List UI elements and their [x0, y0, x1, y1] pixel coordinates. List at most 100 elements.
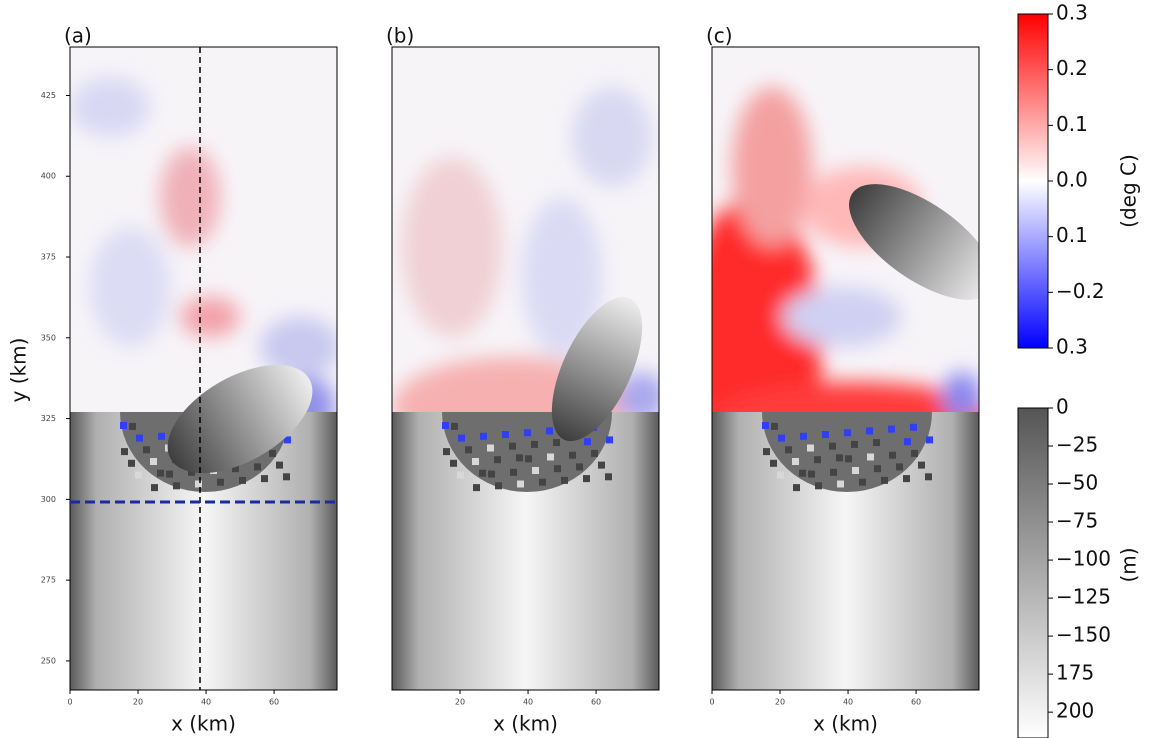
melt-cell: [151, 484, 158, 492]
melt-cell: [793, 484, 800, 492]
melt-cell: [829, 442, 836, 450]
melt-cell: [859, 478, 866, 486]
melt-cell: [852, 467, 859, 474]
y-tick-label: 275: [41, 576, 56, 585]
axes-frame: [69, 46, 338, 691]
axes-frame: [711, 46, 980, 691]
colorbar-tick-label: 0.2: [1056, 56, 1088, 80]
melt-cell: [502, 431, 509, 438]
colorbar-tick-label: −25: [1056, 433, 1098, 457]
panel-label: (c): [706, 24, 733, 48]
melt-cell: [458, 434, 465, 442]
melt-cell: [822, 431, 829, 438]
colorbar-label: (deg C): [1117, 154, 1141, 228]
colorbar-tick-label: −125: [1056, 585, 1111, 609]
melt-cell: [547, 453, 554, 461]
melt-cell: [479, 469, 486, 477]
melt-cell: [188, 468, 195, 476]
melt-cell: [158, 432, 165, 440]
melt-cell: [480, 432, 487, 440]
colorbar: [1017, 13, 1049, 349]
melt-cell: [837, 480, 844, 488]
melt-cell: [792, 458, 799, 465]
y-tick-label: 250: [41, 656, 56, 665]
melt-cell: [836, 454, 843, 462]
melt-cell: [845, 455, 852, 463]
x-tick-label: 0: [67, 698, 72, 707]
panel-label: (a): [64, 24, 92, 48]
anomaly: [70, 77, 150, 137]
x-tick-label: 0: [709, 698, 714, 707]
melt-cell: [807, 444, 814, 452]
melt-cell: [524, 429, 531, 437]
melt-cell: [472, 458, 479, 465]
anomaly: [572, 87, 652, 187]
melt-cell: [488, 470, 495, 478]
colorbar-tick-label: −75: [1056, 509, 1098, 533]
melt-cell: [569, 451, 576, 459]
melt-cell: [911, 449, 918, 457]
melt-cell: [261, 475, 268, 483]
iceberg: [551, 296, 643, 442]
x-axis-label: x (km): [171, 712, 236, 736]
melt-cell: [554, 465, 561, 473]
y-axis-label: y (km): [7, 338, 31, 403]
melt-cell: [166, 470, 173, 478]
melt-cell: [239, 476, 246, 484]
melt-cell: [465, 446, 472, 454]
y-tick-label: 300: [41, 495, 56, 504]
anomaly: [782, 287, 902, 347]
melt-cell: [606, 436, 613, 444]
heatmap: [712, 47, 979, 690]
melt-cell: [881, 476, 888, 484]
x-tick-label: 20: [133, 698, 143, 707]
melt-cell: [442, 422, 449, 429]
melt-cell: [904, 438, 911, 446]
melt-cell: [494, 456, 501, 464]
heatmap: [392, 47, 659, 690]
melt-cell: [925, 473, 932, 481]
melt-cell: [584, 438, 591, 446]
x-tick-label: 40: [523, 698, 533, 707]
colorbar-tick-label: −0.2: [1056, 279, 1105, 303]
melt-cell: [283, 473, 290, 481]
melt-cell: [561, 476, 568, 484]
panel-label: (b): [386, 24, 414, 48]
melt-cell: [777, 471, 784, 479]
colorbar-tick-label: 175: [1056, 661, 1094, 685]
colorbar-tick-label: 0.3: [1056, 1, 1088, 25]
colorbar-tick-label: 0: [1056, 395, 1069, 419]
melt-cell: [516, 454, 523, 462]
x-axis-label: x (km): [493, 712, 558, 736]
melt-cell: [873, 439, 880, 447]
melt-cell: [217, 478, 224, 486]
melt-cell: [532, 467, 539, 474]
y-tick-label: 350: [41, 333, 56, 342]
anomaly: [617, 372, 659, 422]
melt-cell: [457, 471, 464, 479]
melt-cell: [910, 423, 917, 431]
melt-cell: [799, 469, 806, 477]
melt-cell: [866, 427, 873, 435]
melt-cell: [553, 439, 560, 447]
melt-cell: [762, 422, 769, 429]
melt-cell: [770, 459, 777, 467]
melt-cell: [800, 432, 807, 440]
melt-cell: [517, 480, 524, 488]
melt-cell: [451, 422, 458, 430]
y-tick-label: 400: [41, 172, 56, 181]
melt-cell: [896, 463, 903, 471]
colorbar-tick-label: 0.1: [1056, 112, 1088, 136]
melt-cell: [814, 456, 821, 464]
melt-cell: [926, 436, 933, 444]
melt-cell: [888, 425, 895, 433]
melt-cell: [591, 449, 598, 457]
melt-cell: [539, 478, 546, 486]
x-tick-label: 40: [843, 698, 853, 707]
anomaly: [160, 147, 220, 247]
colorbar-label: (m): [1117, 547, 1141, 582]
melt-cell: [276, 461, 283, 469]
melt-cell: [778, 434, 785, 442]
colorbar-tick-label: 0.1: [1056, 223, 1088, 247]
melt-cell: [771, 422, 778, 430]
